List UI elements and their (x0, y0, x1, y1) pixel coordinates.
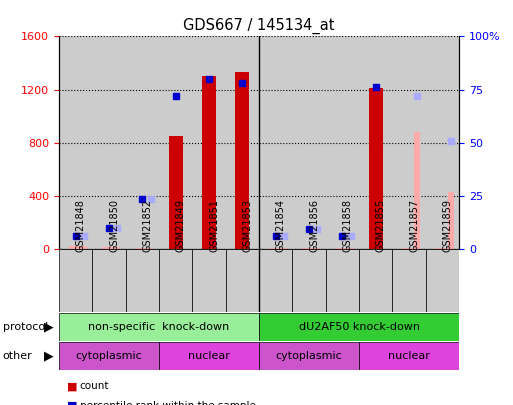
Bar (114, 247, 120, 249)
Text: GSM21849: GSM21849 (175, 199, 186, 252)
Bar (126, 36, 159, 249)
Title: GDS667 / 145134_at: GDS667 / 145134_at (183, 17, 335, 34)
Bar (392, 249, 426, 312)
Bar (59, 313, 259, 341)
Text: GSM21859: GSM21859 (442, 199, 452, 252)
Bar (359, 36, 392, 249)
Text: dU2AF50 knock-down: dU2AF50 knock-down (299, 322, 420, 332)
Text: GSM21850: GSM21850 (109, 199, 119, 252)
Text: ▶: ▶ (44, 320, 53, 333)
Bar (314, 248, 320, 249)
Bar (169, 136, 183, 249)
Bar (292, 249, 326, 312)
Bar (415, 132, 420, 249)
Bar (135, 248, 149, 249)
Bar (69, 246, 83, 249)
Bar (226, 36, 259, 249)
Text: GSM21855: GSM21855 (376, 199, 386, 252)
Text: GSM21851: GSM21851 (209, 199, 219, 252)
Bar (302, 248, 316, 249)
Text: GSM21858: GSM21858 (343, 199, 352, 252)
Text: ▶: ▶ (44, 350, 53, 362)
Bar (192, 249, 226, 312)
Bar (348, 248, 353, 249)
Text: GSM21848: GSM21848 (76, 199, 86, 252)
Bar (92, 36, 126, 249)
Bar (59, 342, 159, 370)
Bar (259, 342, 359, 370)
Bar (148, 248, 153, 249)
Text: GSM21852: GSM21852 (143, 199, 152, 252)
Text: ■: ■ (67, 401, 77, 405)
Bar (402, 248, 416, 249)
Text: ■: ■ (67, 382, 77, 391)
Bar (202, 76, 216, 249)
Bar (192, 36, 226, 249)
Bar (359, 249, 392, 312)
Text: GSM21854: GSM21854 (276, 199, 286, 252)
Text: nuclear: nuclear (188, 351, 230, 361)
Bar (426, 249, 459, 312)
Text: percentile rank within the sample: percentile rank within the sample (80, 401, 255, 405)
Bar (102, 247, 116, 249)
Bar (235, 72, 249, 249)
Bar (259, 36, 292, 249)
Text: protocol: protocol (3, 322, 48, 332)
Bar (392, 36, 426, 249)
Bar (359, 342, 459, 370)
Bar (326, 36, 359, 249)
Bar (259, 313, 459, 341)
Bar (159, 249, 192, 312)
Text: cytoplasmic: cytoplasmic (75, 351, 143, 361)
Bar (92, 249, 126, 312)
Bar (281, 248, 287, 249)
Bar (59, 36, 92, 249)
Bar (126, 249, 159, 312)
Bar (159, 342, 259, 370)
Bar (426, 36, 459, 249)
Bar (336, 248, 349, 249)
Text: nuclear: nuclear (388, 351, 430, 361)
Text: count: count (80, 382, 109, 391)
Bar (436, 248, 449, 249)
Bar (269, 248, 283, 249)
Text: GSM21856: GSM21856 (309, 199, 319, 252)
Text: other: other (3, 351, 32, 361)
Bar (159, 36, 192, 249)
Bar (59, 249, 92, 312)
Bar (326, 249, 359, 312)
Text: GSM21853: GSM21853 (242, 199, 252, 252)
Text: cytoplasmic: cytoplasmic (275, 351, 343, 361)
Bar (369, 88, 383, 249)
Bar (292, 36, 326, 249)
Bar (259, 249, 292, 312)
Bar (448, 192, 453, 249)
Bar (81, 246, 87, 249)
Bar (226, 249, 259, 312)
Text: GSM21857: GSM21857 (409, 199, 419, 252)
Text: non-specific  knock-down: non-specific knock-down (88, 322, 230, 332)
